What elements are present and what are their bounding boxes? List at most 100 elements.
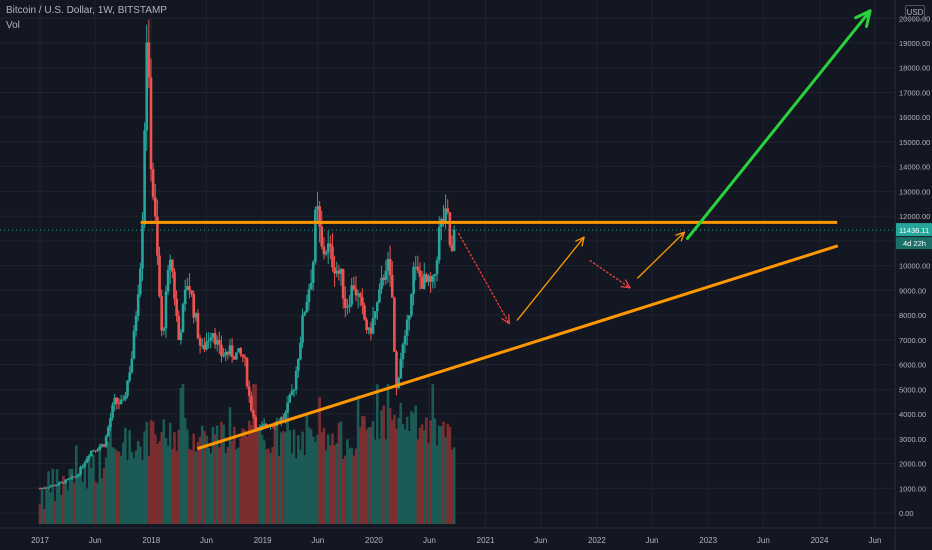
candle-body [322,246,326,255]
volume-bar [277,455,281,524]
candle-body [350,285,353,305]
candle-body [107,427,110,437]
volume-bar [45,488,48,524]
volume-bar [213,434,217,524]
candle-body [175,298,178,316]
volume-bar [179,387,183,524]
volume-bar [153,434,157,524]
candle-body [282,417,285,419]
candle-body [450,244,454,251]
volume-bar [247,420,251,524]
drawings [0,9,895,451]
candle-body [247,386,251,397]
volume-bar [446,423,450,524]
volume-bar [139,446,142,524]
time-tick-label: Jun [757,536,770,545]
candle-body [290,390,294,396]
volume-bar [382,405,385,524]
candle-body [414,266,418,268]
candle-body [335,270,339,274]
volume-bar [250,425,253,524]
candle-body [264,423,268,426]
volume-bar [72,483,76,524]
candle-body [124,395,127,400]
candle-body [346,306,349,308]
candle-body [166,269,170,292]
volume-bar [444,437,447,524]
candle-body [314,209,317,262]
candle-body [339,268,343,274]
candle-body [89,450,93,456]
projection-arrow-down [589,260,631,289]
currency-label[interactable]: USD [905,5,925,20]
last-price-tag [896,223,932,237]
price-tick-label: 15000.00 [899,138,930,147]
price-tick-label: 13000.00 [899,187,930,196]
grid-lines [0,0,895,528]
volume-bar [433,418,437,524]
symbol-title[interactable]: Bitcoin / U.S. Dollar, 1W, BITSTAMP [6,5,167,16]
volume-bar [111,447,114,524]
candle-body [228,345,232,355]
volume-bar [435,445,439,524]
volume-bar [200,425,204,524]
candle-body [429,275,432,282]
time-tick-label: 2018 [142,536,160,545]
volume-bar [83,464,87,524]
time-tick-label: 2021 [477,536,495,545]
candle-body [224,351,228,356]
volume-bar [232,426,236,524]
candle-body [68,478,72,480]
candle-body [356,293,360,296]
candle-body [410,293,413,316]
countdown-tag [896,237,932,250]
candle-body [405,319,409,336]
volume-indicator-label[interactable]: Vol [6,20,20,31]
price-tick-label: 17000.00 [899,88,930,97]
candle-body [324,252,328,255]
candle-body [164,291,168,329]
volume-bar [158,441,161,524]
volume-bar [102,467,106,524]
volume-bar [448,426,452,524]
candle-body [83,462,87,467]
volume-bar [260,434,264,524]
volume-bar [301,431,304,524]
volume-bar [388,408,392,524]
volume-bar [64,482,67,524]
candle-body [388,258,392,276]
candle-body [301,315,304,343]
candle-body [141,224,144,269]
candle-body [329,243,332,247]
volume-bar [149,420,153,524]
candle-body [38,488,42,490]
candle-body [435,260,439,275]
volume-bar [79,470,82,524]
candle-body [72,476,76,478]
volume-bar [311,436,315,524]
candle-body [452,229,456,251]
time-tick-label: 2019 [254,536,272,545]
volume-bar [273,422,277,524]
volume-bar [275,424,279,524]
candle-body [117,403,121,405]
candle-body [100,444,104,447]
candle-body [79,466,82,475]
volume-bar [185,429,189,524]
volume-bar [218,447,221,524]
volume-bar [47,471,50,524]
volume-bar [395,428,398,524]
time-tick-label: Jun [200,536,213,545]
volume-bar [166,445,170,524]
candle-body [134,315,138,332]
volume-bar [124,427,127,524]
candle-body [375,302,379,312]
arrow-head [854,9,872,28]
time-tick-label: 2017 [31,536,49,545]
candle-body [213,333,217,345]
volume-bar [245,436,249,524]
candle-body [305,301,309,313]
projection-arrow-up [637,231,686,279]
volume-bar [378,438,381,524]
